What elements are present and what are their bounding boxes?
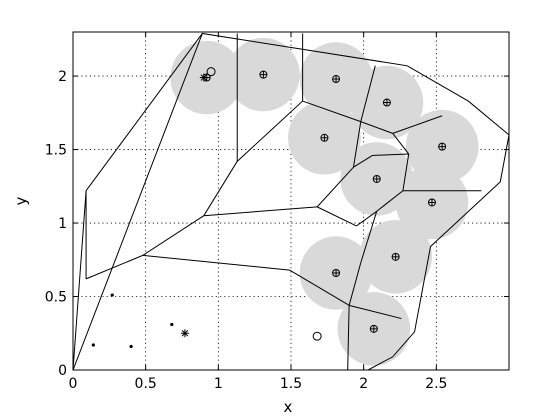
- region-boundary: [73, 32, 509, 370]
- sensor-markers: [91, 67, 447, 349]
- voronoi-edge: [372, 153, 409, 156]
- x-tick-label: 0.5: [135, 376, 157, 392]
- sensor-target-marker: [427, 198, 436, 207]
- voronoi-edge: [85, 33, 203, 192]
- star-marker: [180, 329, 189, 338]
- circle-marker: [206, 67, 216, 77]
- voronoi-edge: [360, 121, 393, 134]
- x-tick-label: 0: [69, 376, 78, 392]
- dot-marker: [91, 343, 95, 347]
- sensor-target-marker: [259, 70, 268, 79]
- voronoi-edge: [142, 215, 205, 256]
- voronoi-edge: [360, 65, 376, 122]
- sensor-target-marker: [332, 75, 341, 84]
- y-tick-label: 0.5: [45, 290, 67, 306]
- sensor-target-marker: [372, 174, 381, 183]
- voronoi-edge: [316, 166, 354, 208]
- voronoi-edge: [392, 133, 410, 155]
- dot-marker: [170, 322, 174, 327]
- voronoi-edge: [352, 121, 362, 168]
- voronoi-edge: [316, 206, 357, 227]
- voronoi-edge: [348, 262, 362, 306]
- y-tick-label: 0: [58, 363, 67, 379]
- y-tick-label: 1: [58, 216, 67, 232]
- voronoi-edge: [360, 211, 378, 263]
- sensor-target-marker: [320, 133, 329, 142]
- sensor-target-marker: [369, 324, 378, 333]
- x-tick-label: 1: [214, 376, 223, 392]
- star-marker: [199, 73, 208, 82]
- x-tick-label: 1.5: [280, 376, 302, 392]
- voronoi-edge: [392, 115, 443, 134]
- x-axis-label: x: [284, 398, 293, 416]
- region-outline: [73, 32, 509, 370]
- voronoi-edge: [142, 254, 290, 271]
- voronoi-edge: [349, 304, 402, 320]
- voronoi-edges: [73, 33, 482, 370]
- sensor-target-marker: [438, 142, 447, 151]
- x-tick-label: 2: [359, 376, 368, 392]
- voronoi-edge: [203, 206, 318, 217]
- y-tick-label: 2: [58, 69, 67, 85]
- x-tick-label: 2.5: [425, 376, 447, 392]
- sensor-target-marker: [332, 269, 341, 278]
- voronoi-edge: [302, 100, 361, 123]
- dot-marker: [129, 344, 133, 349]
- voronoi-edge: [203, 161, 238, 216]
- voronoi-edge: [353, 155, 373, 168]
- y-axis-label: y: [12, 196, 30, 205]
- voronoi-edge: [73, 190, 87, 370]
- voronoi-edge: [85, 254, 143, 280]
- voronoi-edge: [402, 153, 410, 191]
- voronoi-edge: [289, 269, 350, 306]
- voronoi-edge: [356, 210, 378, 227]
- voronoi-edge: [236, 100, 303, 162]
- voronoi-edge: [376, 190, 404, 212]
- sensor-target-marker: [382, 98, 391, 107]
- axis-ticks: 0 0.5 1 1.5 2 2.5 0 0.5 1 1.5 2: [45, 32, 509, 392]
- sensor-target-marker: [391, 252, 400, 261]
- dot-marker: [110, 293, 114, 297]
- circle-marker: [312, 331, 322, 341]
- voronoi-edge: [347, 305, 350, 370]
- y-tick-label: 1.5: [45, 143, 67, 159]
